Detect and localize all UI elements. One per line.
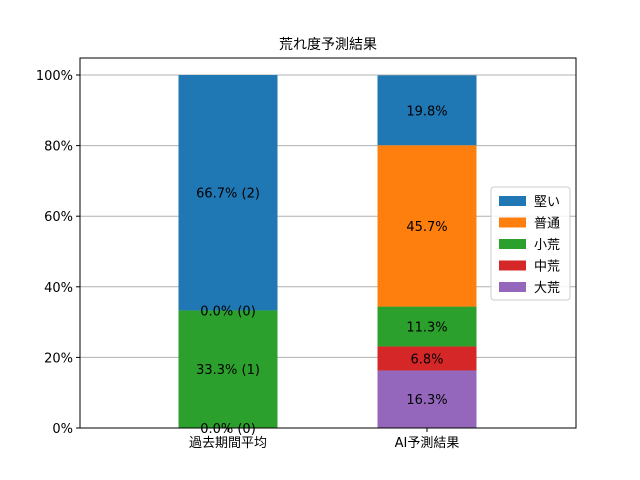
data-label: 6.8% [410,352,443,367]
bar-segment [377,346,477,371]
plot-frame [79,57,577,429]
bar-segment [377,75,477,146]
data-label: 66.7% (2) [196,187,260,202]
chart-title: 荒れ度予測結果 [279,37,377,53]
data-label: 19.8% [406,104,447,119]
bars [178,75,477,428]
y-tick-label: 20% [44,351,73,366]
data-label: 45.7% [406,220,447,235]
legend-label: 大荒 [534,281,560,296]
legend-label: 堅い [534,195,560,210]
y-tick-label: 80% [44,140,73,155]
bar-segment [377,145,477,307]
bar-segment [178,310,278,428]
bar-segment [377,306,477,347]
legend-swatch [499,282,526,292]
legend-swatch [499,239,526,249]
y-tick-label: 40% [44,281,73,296]
legend-label: 中荒 [534,260,560,275]
x-axis: 過去期間平均 AI予測結果 [189,428,459,451]
data-label: 11.3% [406,321,447,336]
legend-box [490,186,571,301]
bar-segment [377,370,477,428]
y-axis: 0% 20% 40% 60% 80% 100% [36,69,80,437]
data-label: 33.3% (1) [196,363,260,378]
data-label: 16.3% [406,393,447,408]
legend-label: 普通 [534,217,560,232]
y-tick-label: 60% [44,210,73,225]
data-label: 0.0% (0) [200,304,256,319]
y-tick-label: 0% [52,422,73,437]
legend-label: 小荒 [534,238,560,253]
data-labels: 0.0% (0)33.3% (1)0.0% (0)66.7% (2)16.3%6… [196,104,448,437]
y-tick-label: 100% [36,69,73,84]
x-tick-label: 過去期間平均 [189,436,267,451]
legend-swatch [499,260,526,271]
legend-swatch [499,196,526,206]
x-tick-label: AI予測結果 [395,436,460,451]
legend-swatch [499,217,526,228]
bar-segment [178,75,278,311]
